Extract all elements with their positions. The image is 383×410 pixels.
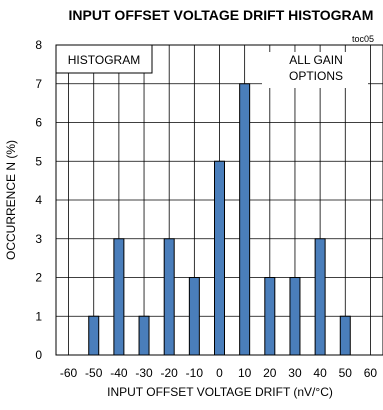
x-tick-label: -20 bbox=[161, 366, 179, 380]
x-tick-label: -30 bbox=[135, 366, 153, 380]
bar bbox=[138, 315, 150, 356]
bar bbox=[214, 160, 225, 356]
options-label-box bbox=[262, 52, 368, 88]
y-tick-label: 5 bbox=[35, 154, 42, 168]
y-tick-label: 3 bbox=[35, 232, 42, 246]
y-tick-label: 4 bbox=[35, 193, 42, 207]
y-tick-label: 6 bbox=[35, 116, 42, 130]
bars bbox=[88, 83, 351, 356]
histogram-label-box bbox=[55, 44, 153, 74]
bar bbox=[163, 238, 175, 356]
bar bbox=[88, 315, 100, 356]
options-label-line1: ALL GAIN bbox=[289, 53, 343, 67]
x-tick-label: -60 bbox=[60, 366, 78, 380]
chart-title: INPUT OFFSET VOLTAGE DRIFT HISTOGRAM bbox=[69, 7, 374, 23]
x-tick-labels: -60 -50 -40 -30 -20 -10 0 10 20 30 40 50 60 bbox=[60, 366, 378, 380]
x-tick-label: 10 bbox=[238, 366, 252, 380]
bar bbox=[339, 315, 351, 356]
y-axis-label: OCCURRENCE N (%) bbox=[4, 140, 18, 260]
x-tick-label: 20 bbox=[263, 366, 277, 380]
histogram-label: HISTOGRAM bbox=[68, 53, 140, 67]
x-tick-label: -40 bbox=[110, 366, 128, 380]
x-tick-label: -50 bbox=[85, 366, 103, 380]
options-label-line2: OPTIONS bbox=[289, 69, 343, 83]
y-tick-label: 8 bbox=[35, 38, 42, 52]
x-tick-label: 60 bbox=[364, 366, 378, 380]
x-tick-label: 0 bbox=[216, 366, 223, 380]
y-tick-label: 0 bbox=[35, 348, 42, 362]
x-axis-label: INPUT OFFSET VOLTAGE DRIFT (nV/°C) bbox=[107, 385, 333, 399]
plot-frame bbox=[55, 44, 383, 356]
y-tick-labels: 0 1 2 3 4 5 6 7 8 bbox=[35, 38, 42, 362]
x-tick-label: 30 bbox=[288, 366, 302, 380]
y-tick-label: 7 bbox=[35, 77, 42, 91]
bar bbox=[264, 277, 276, 356]
bar bbox=[113, 238, 125, 356]
x-tick-label: 50 bbox=[339, 366, 353, 380]
y-tick-label: 1 bbox=[35, 309, 42, 323]
bar bbox=[289, 277, 301, 356]
y-tick-label: 2 bbox=[35, 271, 42, 285]
bar bbox=[239, 83, 251, 356]
x-tick-label: 40 bbox=[313, 366, 327, 380]
figure-number: toc05 bbox=[352, 34, 374, 44]
bar bbox=[188, 277, 200, 356]
x-tick-label: -10 bbox=[186, 366, 204, 380]
bar bbox=[314, 238, 326, 356]
